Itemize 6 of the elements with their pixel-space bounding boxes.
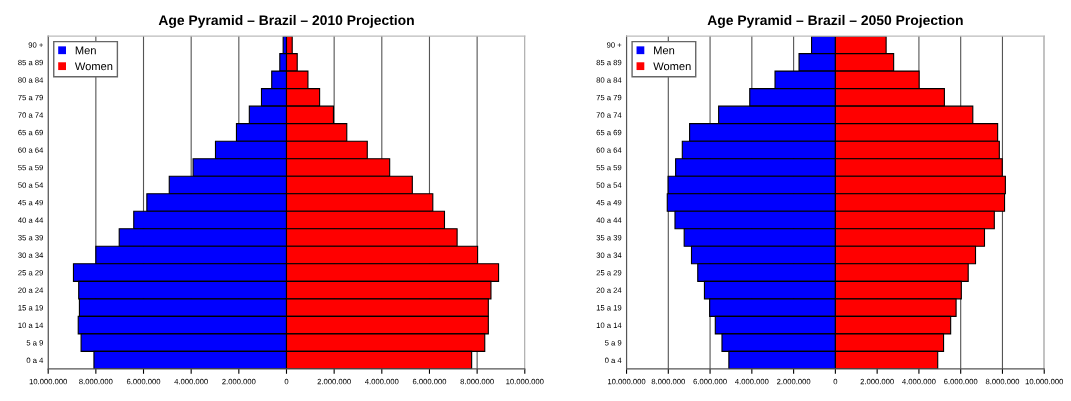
legend-label: Men [654, 46, 675, 55]
legend-label: Men [75, 46, 96, 55]
chart-title: Age Pyramid – Brazil – 2010 Projection [158, 14, 414, 28]
chart-title: Age Pyramid – Brazil – 2050 Projection [707, 14, 963, 28]
legend-label: Women [653, 62, 691, 71]
legend-label: Women [74, 62, 113, 71]
